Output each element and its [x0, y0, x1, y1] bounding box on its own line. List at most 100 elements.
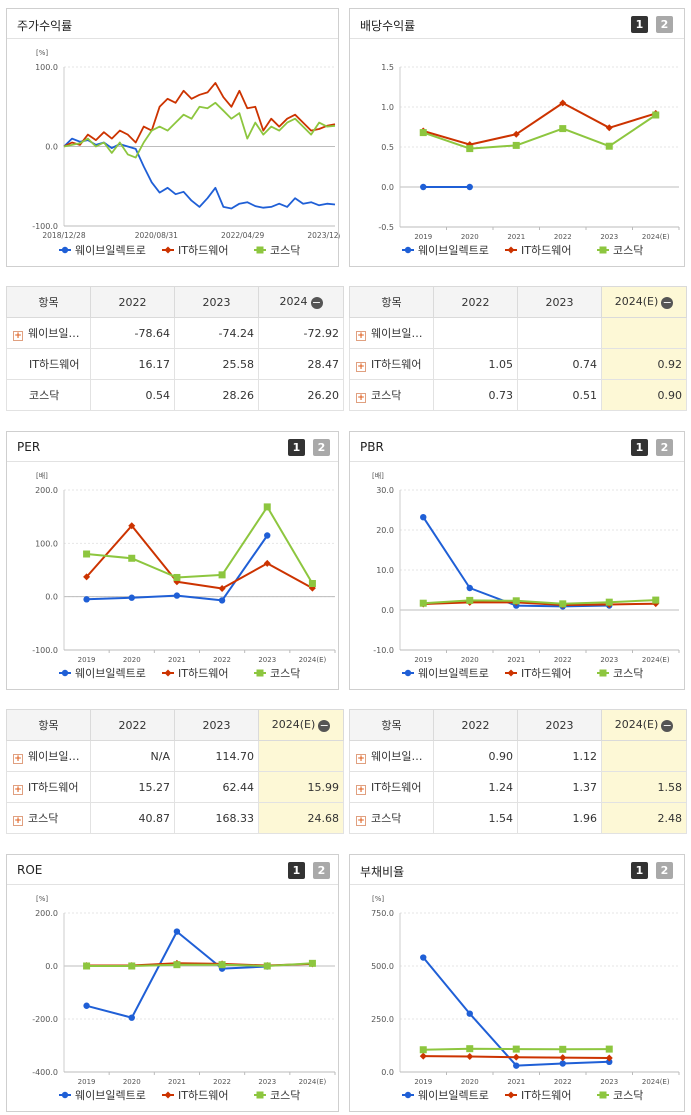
point-marker — [599, 246, 607, 254]
point-marker — [512, 1045, 520, 1053]
legend-label: 웨이브일렉트로 — [418, 243, 489, 257]
expand-plus-icon[interactable]: + — [13, 754, 23, 764]
x-tick-label: 2022 — [213, 1078, 231, 1086]
value-cell: 0.73 — [433, 379, 518, 411]
collapse-minus-icon[interactable]: − — [661, 719, 674, 732]
value-cell: 28.26 — [174, 379, 259, 411]
series-line — [423, 102, 657, 146]
x-tick-label: 2022 — [554, 233, 572, 241]
point-marker — [559, 125, 567, 133]
series-wave — [420, 954, 613, 1069]
expand-plus-icon[interactable]: + — [356, 331, 366, 341]
table-row: + IT하드웨어 1.24 1.37 1.58 — [349, 771, 687, 803]
point-marker — [83, 596, 90, 603]
value-cell: 28.47 — [258, 348, 344, 380]
page-2-button[interactable]: 2 — [656, 439, 673, 456]
value-cell: 1.12 — [517, 740, 602, 772]
y-tick-label: -400.0 — [32, 1068, 58, 1077]
page-1-button[interactable]: 1 — [631, 16, 648, 33]
x-tick-label: 2021 — [168, 1078, 186, 1086]
y-tick-label: 20.0 — [376, 526, 394, 535]
panel-header: 주가수익률 — [7, 9, 338, 39]
point-marker — [507, 669, 515, 677]
collapse-minus-icon[interactable]: − — [661, 296, 674, 309]
y-unit-label: [배] — [372, 471, 384, 480]
page-1-button[interactable]: 1 — [631, 862, 648, 879]
expand-plus-icon[interactable]: + — [356, 362, 366, 372]
expand-plus-icon[interactable]: + — [13, 331, 23, 341]
expand-plus-icon[interactable]: + — [356, 816, 366, 826]
row-name-label: 웨이브일… — [371, 750, 423, 763]
series-kosdaq — [63, 101, 336, 159]
column-header: 2024− — [258, 286, 344, 318]
series-it — [63, 82, 336, 148]
table-row: + 웨이브일… — [349, 317, 687, 349]
point-marker — [466, 1053, 474, 1061]
expand-plus-icon[interactable]: + — [13, 816, 23, 826]
row-name-label: 코스닥 — [28, 812, 59, 825]
legend-label: 코스닥 — [270, 667, 300, 680]
page-1-button[interactable]: 1 — [631, 439, 648, 456]
table-row: + IT하드웨어 1.05 0.74 0.92 — [349, 348, 687, 380]
row-name-label: IT하드웨어 — [29, 358, 80, 371]
x-tick-label: 2024(E) — [299, 1078, 327, 1086]
collapse-minus-icon[interactable]: − — [310, 296, 323, 309]
legend-label: 코스닥 — [613, 244, 643, 257]
column-header: 2023 — [174, 286, 259, 318]
legend-item-wave: 웨이브일렉트로 — [59, 1088, 146, 1102]
row-name-cell: + 웨이브일… — [6, 317, 91, 349]
table-header-row: 항목 2022 2023 2024(E) − — [349, 709, 687, 741]
y-tick-label: 200.0 — [35, 909, 58, 918]
point-marker — [218, 571, 226, 579]
x-tick-label: 2020 — [123, 1078, 141, 1086]
expand-plus-icon[interactable]: + — [13, 785, 23, 795]
row-name-cell: + 웨이브일… — [349, 317, 434, 349]
column-header: 항목 — [349, 286, 434, 318]
page-2-button[interactable]: 2 — [313, 862, 330, 879]
value-cell: -78.64 — [90, 317, 175, 349]
x-tick-label: 2024(E) — [642, 656, 670, 664]
y-tick-label: 100.0 — [35, 539, 58, 548]
expand-plus-icon[interactable]: + — [356, 785, 366, 795]
legend-label: IT하드웨어 — [178, 243, 228, 257]
y-tick-label: 0.5 — [381, 143, 394, 152]
value-cell: 1.24 — [433, 771, 518, 803]
page-2-button[interactable]: 2 — [656, 16, 673, 33]
value-cell: 16.17 — [90, 348, 175, 380]
series-kosdaq — [83, 503, 316, 588]
legend-label: IT하드웨어 — [178, 666, 228, 680]
series-kosdaq — [83, 959, 316, 970]
x-tick-label: 2024(E) — [642, 233, 670, 241]
series-line — [422, 516, 610, 608]
legend-label: 웨이브일렉트로 — [418, 666, 489, 680]
panel-title: ROE — [17, 863, 43, 877]
point-marker — [466, 1010, 473, 1017]
point-marker — [466, 183, 473, 191]
point-marker — [404, 246, 412, 254]
row-name-cell: + 웨이브일… — [349, 740, 434, 772]
expand-plus-icon[interactable]: + — [356, 393, 366, 403]
page-2-button[interactable]: 2 — [313, 439, 330, 456]
page-1-button[interactable]: 1 — [288, 439, 305, 456]
row-name-cell: + 웨이브일… — [6, 740, 91, 772]
page-2-button[interactable]: 2 — [656, 862, 673, 879]
point-marker — [466, 145, 474, 153]
point-marker — [507, 1091, 515, 1099]
legend-item-wave: 웨이브일렉트로 — [59, 666, 146, 680]
page-1-button[interactable]: 1 — [288, 862, 305, 879]
point-marker — [559, 1060, 566, 1067]
legend-label: 웨이브일렉트로 — [75, 243, 146, 257]
expand-plus-icon[interactable]: + — [356, 754, 366, 764]
legend-item-wave: 웨이브일렉트로 — [402, 243, 489, 257]
series-line — [86, 505, 314, 585]
point-marker — [264, 532, 271, 539]
y-tick-label: -0.5 — [378, 223, 394, 232]
table-per: 항목 2022 2023 2024(E) − + 웨이브일… N/A 114.70 + IT하드웨어… — [6, 709, 344, 834]
x-tick-label: 2022 — [554, 656, 572, 664]
point-marker — [61, 246, 69, 254]
series-line — [86, 962, 313, 967]
row-name-label: IT하드웨어 — [28, 781, 79, 794]
x-tick-label: 2020/08/31 — [135, 231, 178, 240]
chart-dividend-yield: 1.5 1.0 0.5 0.0 -0.5 2019 2020 2021 2022 2023 2024… — [378, 63, 680, 257]
collapse-minus-icon[interactable]: − — [318, 719, 331, 732]
